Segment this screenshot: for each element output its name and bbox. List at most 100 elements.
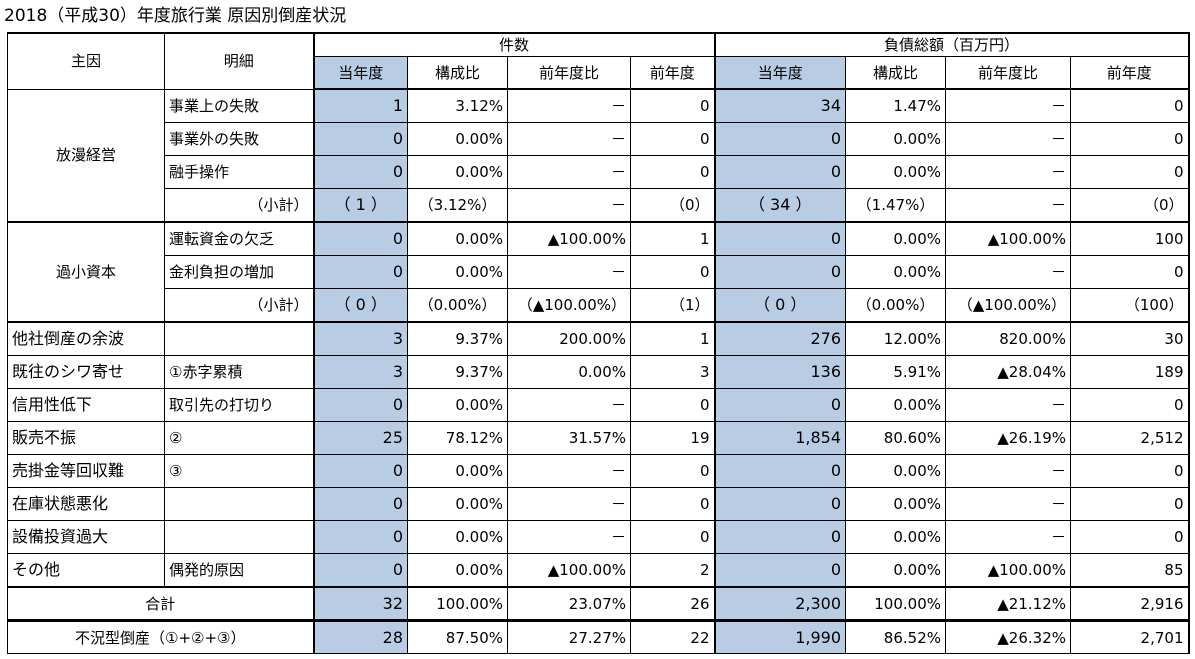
debt-yoy-cell: ▲100.00%	[945, 553, 1071, 588]
detail-cell	[164, 520, 314, 554]
debt-prior-cell: 189	[1070, 355, 1190, 389]
debt-yoy-cell: ▲21.12%	[945, 586, 1071, 621]
subtotal-cell: （0.00%）	[845, 288, 946, 323]
count-current-cell: 0	[312, 487, 408, 521]
debt-prior-cell: 0	[1070, 255, 1190, 289]
header-row: 主因 明細 件数 負債総額（百万円）	[7, 32, 1190, 90]
debt-ratio-cell: 5.91%	[845, 355, 946, 389]
table-row: その他 偶発的原因 0 0.00% ▲100.00% 2 0 0.00% ▲100.00% 85	[7, 553, 1190, 588]
count-prior-cell: 0	[630, 88, 716, 123]
count-yoy-cell: －	[507, 520, 631, 554]
debt-yoy-cell: 820.00%	[945, 321, 1071, 356]
header-detail: 明細	[164, 32, 314, 90]
count-ratio-cell: 0.00%	[407, 388, 508, 422]
detail-cell: ②	[164, 421, 314, 455]
count-current-cell: 25	[312, 421, 408, 455]
debt-current-cell: 276	[713, 321, 846, 356]
debt-ratio-cell: 100.00%	[845, 586, 946, 621]
debt-current-cell: 0	[713, 520, 846, 554]
count-current-cell: 32	[312, 586, 408, 621]
cause-cell: その他	[7, 553, 165, 588]
debt-current-cell: 0	[713, 122, 846, 156]
count-current-cell: 1	[312, 88, 408, 123]
debt-prior-cell: 0	[1070, 454, 1190, 488]
debt-current-cell: 0	[713, 487, 846, 521]
debt-ratio-cell: 86.52%	[845, 620, 946, 654]
count-ratio-cell: 87.50%	[407, 620, 508, 654]
debt-yoy-cell: －	[945, 487, 1071, 521]
total-row: 合計 32 100.00% 23.07% 26 2,300 100.00% ▲21.12% 2,…	[7, 586, 1190, 621]
count-yoy-cell: 200.00%	[507, 321, 631, 356]
detail-cell: ③	[164, 454, 314, 488]
count-prior-cell: 0	[630, 255, 716, 289]
subtotal-cell: －	[945, 188, 1071, 223]
debt-ratio-cell: 1.47%	[845, 88, 946, 123]
cause-cell: 既往のシワ寄せ	[7, 355, 165, 389]
count-prior-cell: 22	[630, 620, 716, 654]
header-main-cause: 主因	[7, 32, 165, 90]
debt-current-cell: 1,990	[713, 620, 846, 654]
subtotal-cell: （▲100.00%）	[945, 288, 1071, 323]
count-yoy-cell: 31.57%	[507, 421, 631, 455]
debt-prior-cell: 85	[1070, 553, 1190, 588]
subheader-cell: 当年度	[713, 56, 846, 90]
table-row: 金利負担の増加 0 0.00% － 0 0 0.00% － 0	[8, 255, 1190, 289]
debt-current-cell: 0	[713, 221, 846, 256]
subtotal-label: （小計）	[164, 188, 314, 223]
detail-cell	[164, 487, 314, 521]
header-count-group: 件数	[312, 32, 716, 57]
count-prior-cell: 1	[630, 221, 716, 256]
debt-current-cell: 0	[713, 454, 846, 488]
count-current-cell: 0	[312, 255, 408, 289]
debt-prior-cell: 0	[1070, 122, 1190, 156]
subheader-row: 当年度 構成比 前年度比 前年度 当年度 構成比 前年度比 前年度	[8, 56, 1190, 90]
debt-yoy-cell: ▲26.32%	[945, 620, 1071, 654]
debt-current-cell: 136	[713, 355, 846, 389]
cause-cell: 他社倒産の余波	[7, 321, 165, 356]
count-current-cell: 0	[312, 388, 408, 422]
cause-cell: 過小資本	[7, 221, 165, 323]
count-current-cell: 0	[312, 122, 408, 156]
count-ratio-cell: 9.37%	[407, 355, 508, 389]
count-prior-cell: 3	[630, 355, 716, 389]
subheader-cell: 構成比	[407, 56, 508, 90]
count-yoy-cell: 23.07%	[507, 586, 631, 621]
subtotal-cell: （1）	[630, 288, 716, 323]
debt-current-cell: 0	[713, 388, 846, 422]
table-row: 事業外の失敗 0 0.00% － 0 0 0.00% － 0	[8, 122, 1190, 156]
table-row: 既往のシワ寄せ ①赤字累積 3 9.37% 0.00% 3 136 5.91% ▲28.04% 1…	[7, 355, 1190, 389]
count-prior-cell: 26	[630, 586, 716, 621]
detail-cell: ①赤字累積	[164, 355, 314, 389]
count-ratio-cell: 0.00%	[407, 520, 508, 554]
count-yoy-cell: －	[507, 122, 631, 156]
count-prior-cell: 19	[630, 421, 716, 455]
count-ratio-cell: 78.12%	[407, 421, 508, 455]
debt-ratio-cell: 0.00%	[845, 122, 946, 156]
debt-prior-cell: 0	[1070, 520, 1190, 554]
detail-cell: 金利負担の増加	[164, 255, 314, 289]
subheader-cell: 前年度	[1070, 56, 1190, 90]
count-prior-cell: 0	[630, 155, 716, 189]
count-yoy-cell: －	[507, 255, 631, 289]
count-yoy-cell: －	[507, 487, 631, 521]
debt-current-cell: 0	[713, 155, 846, 189]
detail-cell: 取引先の打切り	[164, 388, 314, 422]
page-title: 2018（平成30）年度旅行業 原因別倒産状況	[4, 6, 347, 26]
count-ratio-cell: 3.12%	[407, 88, 508, 123]
header-debt-group: 負債総額（百万円）	[713, 32, 1190, 57]
debt-prior-cell: 0	[1070, 155, 1190, 189]
debt-ratio-cell: 0.00%	[845, 487, 946, 521]
count-ratio-cell: 0.00%	[407, 255, 508, 289]
count-current-cell: 3	[312, 355, 408, 389]
debt-prior-cell: 2,701	[1070, 620, 1190, 654]
subtotal-cell: （0.00%）	[407, 288, 508, 323]
count-prior-cell: 0	[630, 454, 716, 488]
count-prior-cell: 0	[630, 487, 716, 521]
debt-yoy-cell: －	[945, 520, 1071, 554]
count-current-cell: 0	[312, 520, 408, 554]
count-ratio-cell: 0.00%	[407, 553, 508, 588]
debt-yoy-cell: ▲100.00%	[945, 221, 1071, 256]
debt-prior-cell: 0	[1070, 88, 1190, 123]
debt-current-cell: 34	[713, 88, 846, 123]
subheader-cell: 前年度比	[507, 56, 631, 90]
